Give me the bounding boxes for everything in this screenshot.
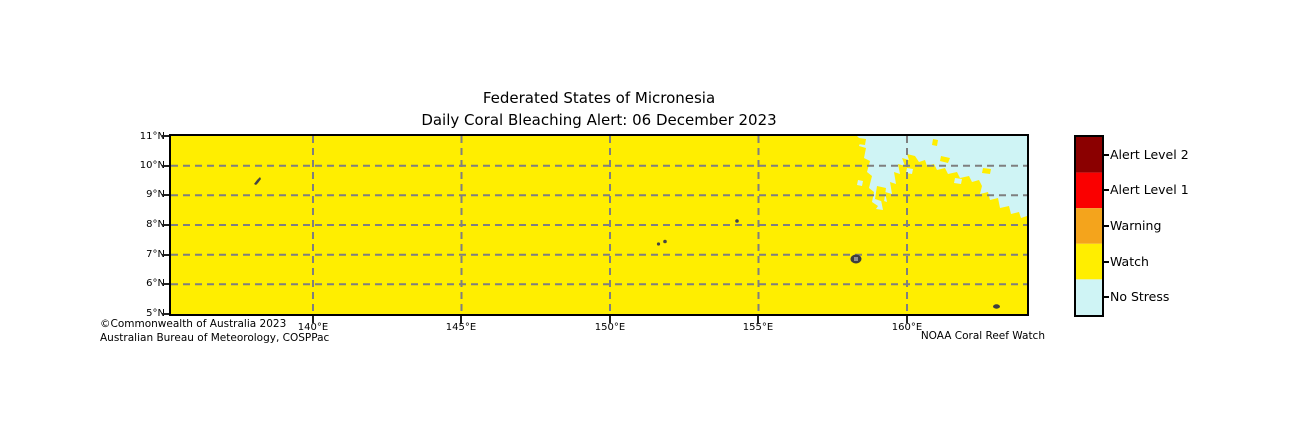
y-axis-label-6n: 6°N xyxy=(146,278,165,289)
y-axis-tick xyxy=(162,254,169,256)
x-axis-label-145e: 145°E xyxy=(445,322,477,333)
island-mark xyxy=(993,304,1000,309)
title-line-alert-date: Daily Coral Bleaching Alert: 06 December… xyxy=(421,111,777,129)
plot-title: Federated States of Micronesia Daily Cor… xyxy=(171,87,1027,131)
x-axis-label-155e: 155°E xyxy=(742,322,774,333)
island-mark-center xyxy=(854,257,858,261)
island-mark xyxy=(663,239,667,244)
watch-patch xyxy=(875,186,886,202)
watch-patch xyxy=(982,168,991,174)
copyright-line1: ©Commonwealth of Australia 2023 xyxy=(100,318,287,330)
x-axis-label-150e: 150°E xyxy=(594,322,626,333)
y-axis-tick xyxy=(162,135,169,137)
y-axis-label-11n: 11°N xyxy=(139,131,165,142)
legend-swatch-no-stress xyxy=(1076,279,1102,315)
watch-patch xyxy=(932,139,938,146)
y-axis-label-8n: 8°N xyxy=(146,219,165,230)
title-line-region: Federated States of Micronesia xyxy=(482,89,716,107)
x-axis-tick xyxy=(906,316,908,323)
legend-label-no-stress: No Stress xyxy=(1110,289,1170,304)
legend-label-alert-level-1: Alert Level 1 xyxy=(1110,182,1189,197)
legend-label-alert-level-2: Alert Level 2 xyxy=(1110,147,1189,162)
map-plot-area xyxy=(169,134,1029,316)
y-axis-label-9n: 9°N xyxy=(146,189,165,200)
legend-swatch-alert-level-2 xyxy=(1076,137,1102,173)
copyright-text: ©Commonwealth of Australia 2023 Australi… xyxy=(100,317,329,345)
legend-tick xyxy=(1104,154,1109,156)
legend-tick xyxy=(1104,189,1109,191)
legend-swatch-watch xyxy=(1076,243,1102,280)
watch-patch xyxy=(940,156,950,163)
legend-swatch-alert-level-1 xyxy=(1076,172,1102,209)
x-axis-label-160e: 160°E xyxy=(891,322,923,333)
x-axis-tick xyxy=(757,316,759,323)
y-axis-tick xyxy=(162,224,169,226)
no-stress-region xyxy=(857,136,1027,218)
x-axis-tick xyxy=(609,316,611,323)
no-stress-patch xyxy=(954,178,962,184)
legend-label-warning: Warning xyxy=(1110,218,1162,233)
noaa-credit-text: NOAA Coral Reef Watch xyxy=(920,330,1045,342)
legend-tick xyxy=(1104,225,1109,227)
island-mark xyxy=(735,219,739,223)
x-axis-label-140e: 140°E xyxy=(297,322,329,333)
y-axis-tick xyxy=(162,283,169,285)
legend-tick xyxy=(1104,296,1109,298)
legend-label-watch: Watch xyxy=(1110,254,1149,269)
y-axis-label-10n: 10°N xyxy=(139,160,165,171)
no-stress-patch xyxy=(857,180,863,186)
island-mark xyxy=(254,177,261,185)
copyright-line2: Australian Bureau of Meteorology, COSPPa… xyxy=(100,332,330,344)
island-mark xyxy=(656,242,661,246)
y-axis-label-5n: 5°N xyxy=(146,308,165,319)
y-axis-tick xyxy=(162,194,169,196)
alert-map xyxy=(171,136,1027,314)
watch-patch xyxy=(858,138,866,145)
y-axis-tick xyxy=(162,165,169,167)
legend-colorbar xyxy=(1074,135,1104,317)
x-axis-tick xyxy=(312,316,314,323)
x-axis-tick xyxy=(460,316,462,323)
legend-swatch-warning xyxy=(1076,208,1102,244)
y-axis-tick xyxy=(162,313,169,315)
legend-tick xyxy=(1104,261,1109,263)
y-axis-label-7n: 7°N xyxy=(146,249,165,260)
legend-colorbar-svg xyxy=(1076,137,1102,315)
